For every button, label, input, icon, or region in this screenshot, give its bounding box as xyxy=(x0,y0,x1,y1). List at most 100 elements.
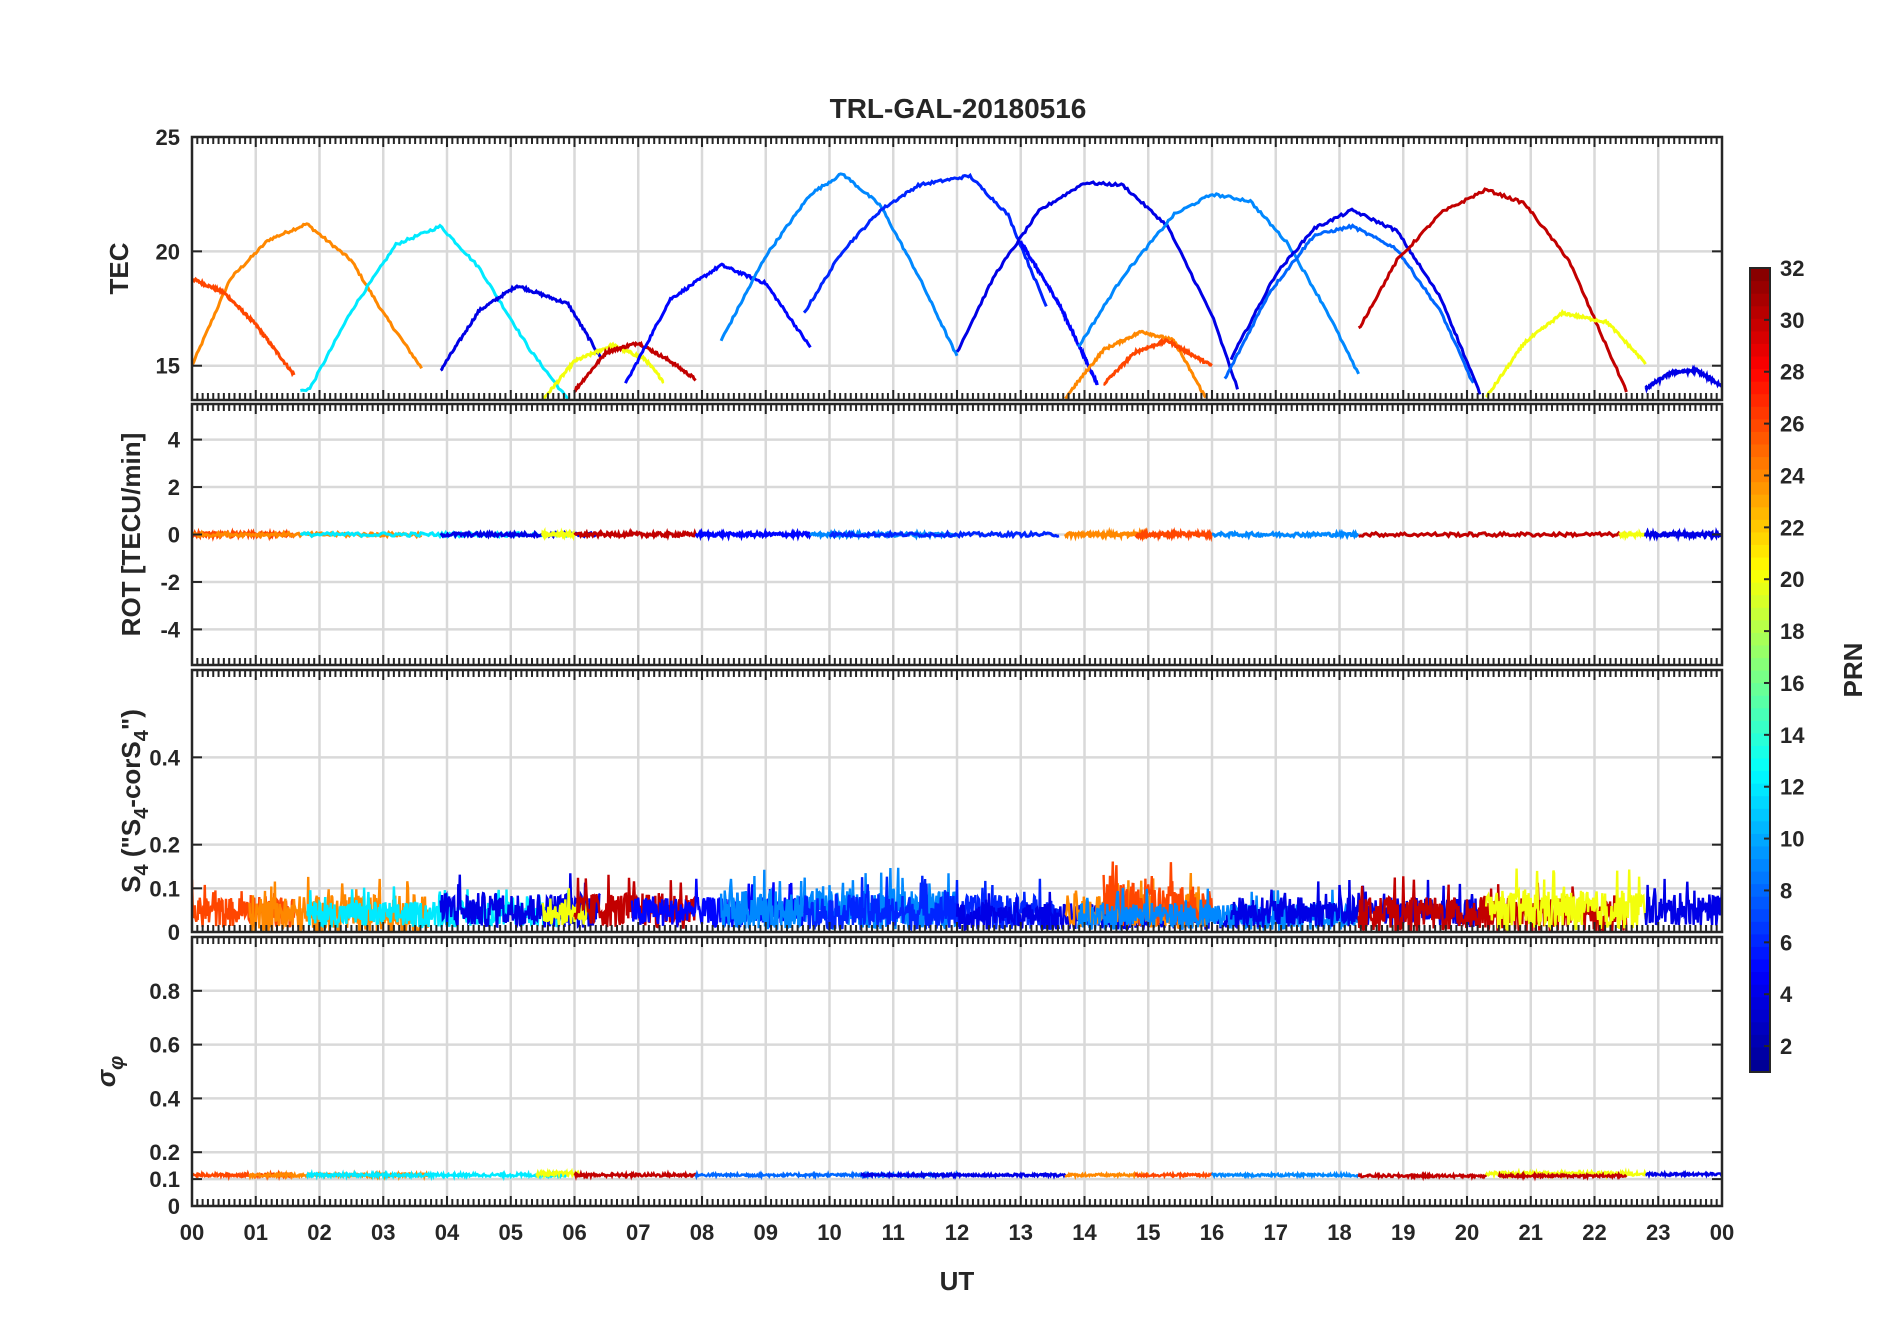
x-tick-label: 19 xyxy=(1391,1220,1415,1245)
series-prn-5-tec-line xyxy=(1019,240,1099,386)
colorbar-swatch xyxy=(1750,707,1770,721)
x-tick-label: 23 xyxy=(1646,1220,1670,1245)
series-prn-9-tec-line xyxy=(719,172,959,357)
colorbar-swatch xyxy=(1750,368,1770,382)
colorbar-swatch xyxy=(1750,594,1770,608)
colorbar-frame xyxy=(1749,267,1771,1073)
y-tick-label: 0.2 xyxy=(149,833,180,858)
colorbar-swatch xyxy=(1750,783,1770,797)
series-prn-12-tec-line xyxy=(300,223,570,400)
panel-s4-ylabel: S4 ("S4-corS4") xyxy=(116,709,153,893)
y-tick-label: 0.2 xyxy=(149,1140,180,1165)
colorbar-swatch xyxy=(1750,896,1770,910)
colorbar-tick-label: 16 xyxy=(1780,671,1804,696)
panel-sigma: 00.10.2 0.4 0.6 0.8 σφ xyxy=(91,935,1724,1219)
colorbar-swatch xyxy=(1750,921,1770,935)
y-tick-label: -2 xyxy=(160,570,180,595)
x-axis: 00 01 02 03 04 05 06 07 08 09 10 11 12 13 14 15 16 17 18 19… xyxy=(180,1220,1734,1296)
colorbar-swatch xyxy=(1750,1021,1770,1035)
colorbar-swatch xyxy=(1750,632,1770,646)
y-tick-label: 2 xyxy=(168,475,180,500)
colorbar-swatch xyxy=(1750,820,1770,834)
colorbar-swatch xyxy=(1750,1034,1770,1048)
ylabel-subscript: 4 xyxy=(131,729,153,741)
colorbar-tick-label: 12 xyxy=(1780,775,1804,800)
ylabel-subscript: 4 xyxy=(131,807,153,819)
ylabel-text: ") xyxy=(116,709,146,730)
series-prn-9-sigma-trace xyxy=(1210,1170,1359,1180)
series-prn-30-tec-line xyxy=(1357,187,1628,393)
colorbar-tick-label: 8 xyxy=(1780,878,1792,903)
x-tick-label: 18 xyxy=(1327,1220,1351,1245)
x-tick-label: 03 xyxy=(371,1220,395,1245)
colorbar-swatch xyxy=(1750,644,1770,659)
colorbar-swatch xyxy=(1750,506,1770,520)
colorbar-swatch xyxy=(1750,996,1770,1010)
colorbar-swatch xyxy=(1750,858,1770,872)
ylabel-text: σ xyxy=(91,1068,121,1087)
series-prn-4-sigma-trace xyxy=(860,1170,1067,1181)
series-prn-9-tec-line xyxy=(1077,192,1360,375)
x-tick-label: 10 xyxy=(817,1220,841,1245)
colorbar-swatch xyxy=(1750,393,1770,407)
series-prn-4-s4-trace xyxy=(1644,878,1722,927)
series-prn-26-sigma-trace xyxy=(1134,1170,1213,1181)
y-tick-label: 0.1 xyxy=(149,1167,180,1192)
colorbar-swatch xyxy=(1750,833,1770,847)
colorbar-swatch xyxy=(1750,682,1770,696)
x-tick-label: 22 xyxy=(1582,1220,1606,1245)
colorbar-swatch xyxy=(1750,582,1770,596)
colorbar-swatch xyxy=(1750,720,1770,734)
colorbar-tick-label: 24 xyxy=(1780,463,1805,488)
series-prn-20-s4-trace xyxy=(541,888,589,926)
colorbar-swatch xyxy=(1750,933,1770,947)
colorbar-swatch xyxy=(1750,984,1770,998)
series-prn-24-tec-line xyxy=(192,222,423,370)
colorbar-swatch xyxy=(1750,908,1770,922)
colorbar-swatch xyxy=(1750,280,1770,294)
y-tick-label: 25 xyxy=(156,125,180,150)
colorbar-tick-label: 14 xyxy=(1780,723,1805,748)
y-tick-label: 0 xyxy=(168,920,180,945)
colorbar-swatch xyxy=(1750,318,1770,332)
colorbar-swatch xyxy=(1750,695,1770,709)
x-tick-label: 13 xyxy=(1009,1220,1033,1245)
x-tick-label: 00 xyxy=(1710,1220,1734,1245)
panel-rot-data xyxy=(192,526,1722,543)
x-tick-label: 16 xyxy=(1200,1220,1224,1245)
panel-sigma-grid xyxy=(192,937,1722,1206)
series-prn-6-rot-line xyxy=(829,529,1060,540)
x-tick-label: 15 xyxy=(1136,1220,1160,1245)
colorbar-swatch xyxy=(1750,958,1770,973)
series-prn-30-sigma-trace xyxy=(1497,1170,1628,1182)
colorbar-tick-label: 30 xyxy=(1780,308,1804,333)
y-tick-label: 4 xyxy=(168,428,181,453)
colorbar-swatch xyxy=(1750,330,1770,344)
colorbar-swatch xyxy=(1750,343,1770,357)
ylabel-text: S xyxy=(116,876,146,893)
series-prn-30-rot-line xyxy=(573,527,698,541)
colorbar-swatch xyxy=(1750,481,1770,495)
colorbar-tick-label: 6 xyxy=(1780,930,1792,955)
colorbar-tick-label: 2 xyxy=(1780,1034,1792,1059)
colorbar-swatch xyxy=(1750,808,1770,822)
series-prn-4-tec-line xyxy=(1644,364,1722,394)
series-prn-26-tec-line xyxy=(1103,337,1213,386)
x-tick-label: 00 xyxy=(180,1220,204,1245)
colorbar-swatch xyxy=(1750,519,1770,533)
colorbar-swatch xyxy=(1750,883,1770,897)
colorbar-swatch xyxy=(1750,946,1770,960)
panel-tec-data xyxy=(192,172,1722,400)
ylabel-text: -corS xyxy=(116,741,146,807)
colorbar-swatch xyxy=(1750,607,1770,621)
x-tick-label: 17 xyxy=(1264,1220,1288,1245)
x-tick-label: 14 xyxy=(1072,1220,1097,1245)
colorbar-swatch xyxy=(1750,871,1770,885)
panel-tec-axes xyxy=(190,135,1724,402)
colorbar-swatch xyxy=(1750,469,1770,483)
series-prn-20-s4-trace xyxy=(1484,868,1647,932)
y-tick-label: 0.8 xyxy=(149,979,180,1004)
y-tick-label: -4 xyxy=(160,617,180,642)
